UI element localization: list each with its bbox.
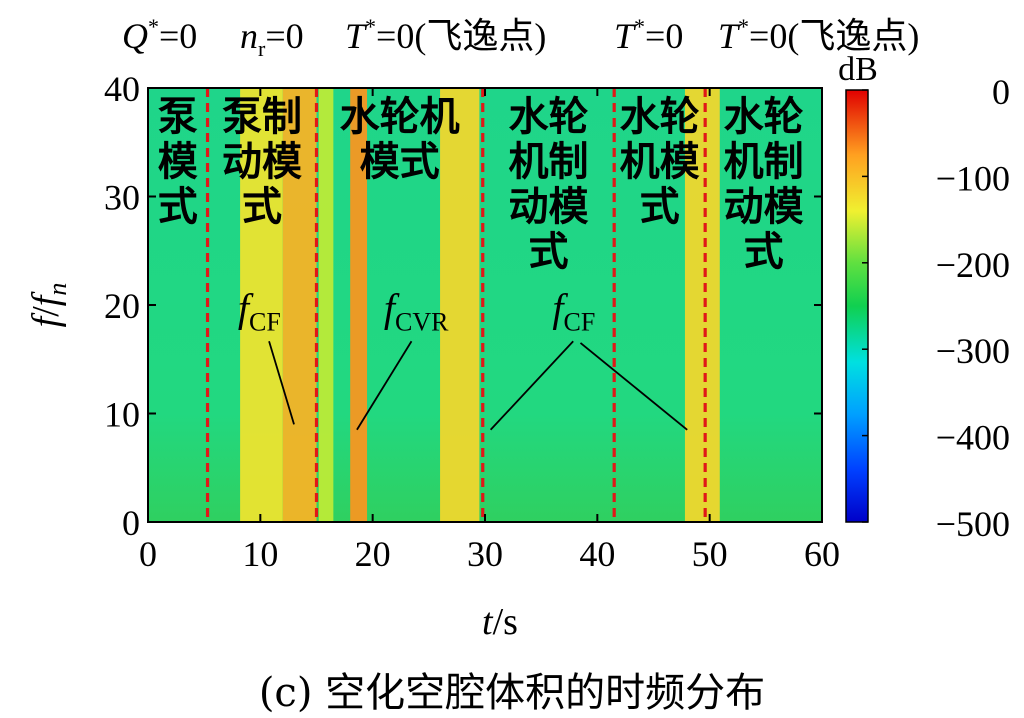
mode-label-line: 动模	[222, 139, 302, 185]
mode-label-line: 机模	[620, 139, 700, 185]
annotation-leader-0	[268, 341, 295, 425]
x-tick-label: 10	[242, 534, 278, 574]
y-tick-label: 20	[104, 286, 140, 326]
colorbar: 0 −100 −200 −300 −400 −500 dB	[838, 51, 1010, 544]
mode-label-line: 水轮	[508, 94, 588, 140]
annotation-leader-1	[356, 340, 413, 431]
mode-label-line: 模	[158, 139, 198, 185]
mode-label-line: 泵制	[222, 94, 302, 140]
energy-band-0	[240, 88, 283, 522]
x-tick-label: 0	[139, 534, 157, 574]
header-label-1: nr=0	[240, 16, 304, 61]
mode-label-line: 式	[158, 184, 198, 230]
colorbar-tick-label: −400	[936, 418, 1010, 458]
x-tick-label: 60	[804, 534, 840, 574]
header-label-3: T*=0	[614, 14, 683, 56]
y-axis-label: f/fn	[25, 283, 72, 328]
y-tick-label: 10	[104, 395, 140, 435]
x-axis-ticks: 0 10 20 30 40 50 60	[139, 88, 840, 574]
colorbar-tick-label: −200	[936, 245, 1010, 285]
mode-label-line: 动模	[724, 184, 804, 230]
y-tick-label: 40	[104, 69, 140, 109]
annotation-label-0: fCF	[238, 285, 281, 336]
energy-band-2	[318, 88, 334, 522]
mode-label-line: 泵	[158, 94, 198, 140]
energy-band-4	[440, 88, 480, 522]
mode-label-line: 水轮机	[340, 94, 460, 140]
y-tick-label: 30	[104, 178, 140, 218]
mode-label-line: 模式	[360, 139, 440, 185]
mode-label-line: 水轮	[620, 94, 700, 140]
mode-label-line: 式	[242, 184, 282, 230]
y-axis-ticks: 0 10 20 30 40	[104, 69, 822, 543]
x-axis-label: t/s	[482, 601, 518, 643]
header-label-0: Q*=0	[122, 14, 197, 56]
energy-band-5	[684, 88, 720, 522]
colorbar-gradient	[845, 89, 869, 523]
colorbar-tick-label: 0	[992, 72, 1010, 112]
x-tick-label: 30	[467, 534, 503, 574]
frequency-annotations: fCF fCVR fCF	[238, 285, 688, 431]
colorbar-tick-label: −300	[936, 331, 1010, 371]
y-tick-label: 0	[122, 503, 140, 543]
mode-label-line: 机制	[724, 139, 804, 185]
mode-label-line: 动模	[508, 184, 588, 230]
mode-label-line: 式	[640, 184, 680, 230]
energy-bands	[240, 88, 720, 522]
energy-band-3	[350, 88, 368, 522]
mode-label-line: 水轮	[724, 94, 804, 140]
header-label-2: T*=0(飞逸点)	[345, 14, 546, 56]
colorbar-tick-label: −100	[936, 158, 1010, 198]
annotation-leader-2	[489, 340, 574, 431]
header-labels: Q*=0 nr=0 T*=0(飞逸点) T*=0 T*=0(飞逸点)	[122, 14, 919, 61]
mode-label-line: 式	[528, 229, 568, 275]
x-tick-label: 40	[579, 534, 615, 574]
mode-label-line: 机制	[508, 139, 588, 185]
x-tick-label: 50	[692, 534, 728, 574]
colorbar-label: dB	[838, 51, 878, 88]
energy-band-1	[282, 88, 317, 522]
mode-label-line: 式	[744, 229, 784, 275]
mode-boundaries	[205, 88, 707, 522]
mode-label-0: 泵模式	[158, 94, 198, 230]
annotation-leader-3	[579, 342, 688, 431]
figure-caption: (c) 空化空腔体积的时频分布	[258, 670, 766, 716]
x-tick-label: 20	[355, 534, 391, 574]
colorbar-tick-label: −500	[936, 504, 1010, 544]
header-label-4: T*=0(飞逸点)	[718, 14, 919, 56]
